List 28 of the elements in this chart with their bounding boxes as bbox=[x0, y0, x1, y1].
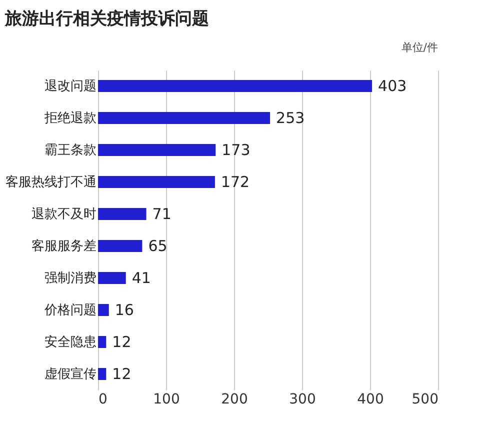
x-tick-label: 0 bbox=[98, 392, 108, 408]
y-tick-label: 价格问题 bbox=[44, 303, 96, 318]
data-label: 65 bbox=[148, 237, 168, 255]
data-label: 16 bbox=[114, 301, 134, 319]
x-tick-label: 200 bbox=[221, 392, 248, 408]
x-tick-label: 100 bbox=[153, 392, 180, 408]
x-tick-label: 400 bbox=[357, 392, 384, 408]
x-tick-label: 500 bbox=[412, 392, 438, 408]
data-label: 173 bbox=[222, 141, 250, 159]
y-tick-label: 退改问题 bbox=[44, 79, 96, 94]
data-label: 71 bbox=[152, 205, 172, 223]
data-label: 403 bbox=[378, 77, 407, 95]
y-tick-label: 霸王条款 bbox=[44, 143, 96, 158]
y-tick-label: 客服热线打不通 bbox=[6, 174, 96, 190]
y-tick-label: 客服服务差 bbox=[32, 238, 96, 254]
y-tick-label: 强制消费 bbox=[44, 271, 96, 286]
data-label: 253 bbox=[276, 109, 305, 127]
data-label: 172 bbox=[220, 173, 250, 191]
data-label: 12 bbox=[112, 333, 132, 351]
x-tick-label: 300 bbox=[289, 392, 316, 408]
y-tick-label: 安全隐患 bbox=[44, 334, 96, 350]
y-tick-label: 虚假宣传 bbox=[44, 366, 96, 382]
y-tick-label: 拒绝退款 bbox=[44, 111, 96, 126]
text: 单位/件 bbox=[401, 41, 438, 54]
data-label: 12 bbox=[112, 365, 132, 383]
chart-title: 旅游出行相关疫情投诉问题 bbox=[4, 9, 209, 29]
y-tick-label: 退款不及时 bbox=[32, 207, 96, 222]
data-label: 41 bbox=[132, 269, 151, 287]
